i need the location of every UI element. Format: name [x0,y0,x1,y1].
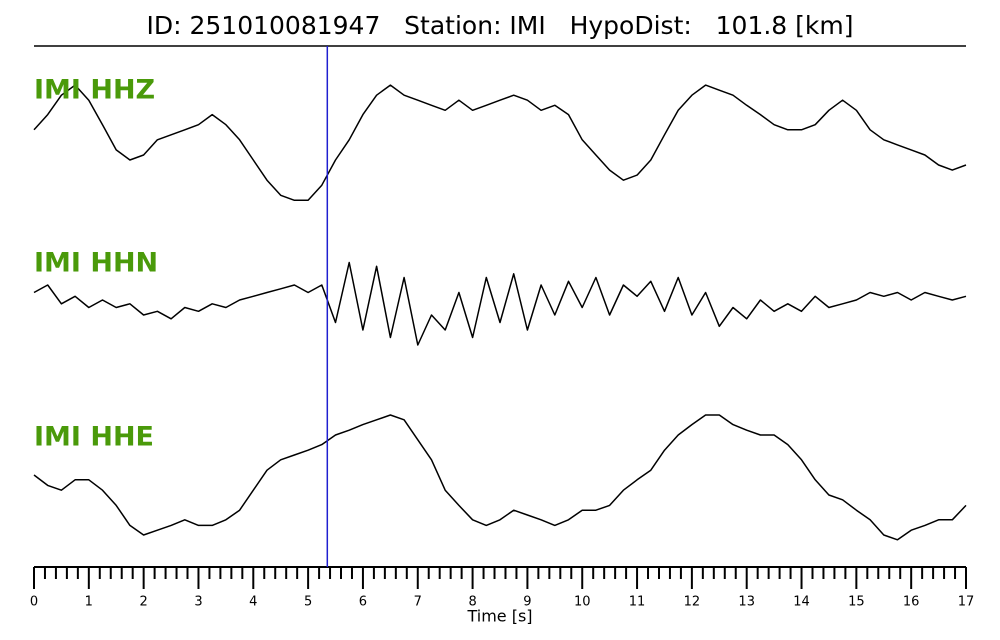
x-axis-label: Time [s] [466,607,532,626]
x-tick-label: 15 [848,595,865,610]
x-tick-label: 10 [574,595,591,610]
trace-label: IMI HHE [34,422,154,453]
x-tick-label: 9 [523,595,531,610]
chart-title: ID: 251010081947 Station: IMI HypoDist: … [146,11,853,40]
trace-label: IMI HHN [34,248,158,279]
x-tick-label: 17 [958,595,975,610]
x-tick-label: 7 [414,595,422,610]
x-tick-label: 13 [738,595,755,610]
x-tick-label: 2 [140,595,148,610]
x-tick-label: 6 [359,595,367,610]
x-tick-label: 11 [629,595,646,610]
x-tick-label: 8 [468,595,476,610]
x-tick-label: 16 [903,595,920,610]
x-tick-label: 1 [85,595,93,610]
waveform [33,84,967,202]
x-tick-label: 5 [304,595,312,610]
waveform [33,414,967,541]
waveform [33,261,967,346]
x-tick-label: 12 [684,595,701,610]
x-tick-label: 0 [30,595,38,610]
x-tick-label: 14 [793,595,810,610]
x-tick-label: 4 [249,595,257,610]
trace-label: IMI HHZ [34,75,155,106]
x-tick-label: 3 [194,595,202,610]
